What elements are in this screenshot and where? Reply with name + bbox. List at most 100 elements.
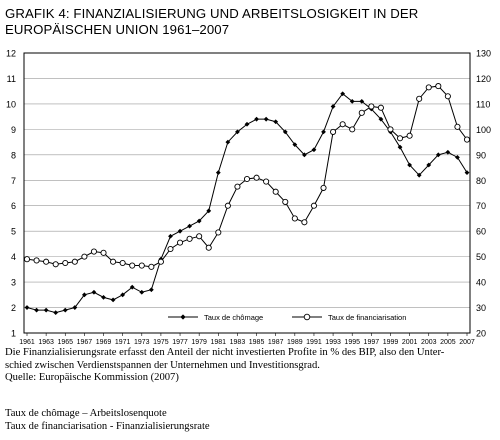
point-financiarisation [234,183,241,190]
x-tick-label: 1995 [344,339,360,345]
point-financiarisation [349,126,356,133]
chart-title: GRAFIK 4: FINANZIALISIERUNG UND ARBEITSL… [5,6,475,38]
point-chomage [91,289,97,295]
point-chomage [263,116,269,122]
point-financiarisation [119,259,126,267]
point-chomage [464,170,470,176]
point-financiarisation [224,202,231,209]
x-tick-label: 1983 [230,339,246,345]
y-right-tick-label: 50 [476,252,486,262]
point-chomage [426,162,432,168]
point-chomage [254,116,259,122]
point-financiarisation [110,258,117,265]
point-chomage [330,104,336,109]
y-right-tick-label: 110 [476,99,490,109]
x-tick-label: 1967 [77,339,93,345]
point-chomage [196,218,202,224]
point-financiarisation [253,174,260,181]
legend-label: Taux de financiarisation [328,313,406,322]
caption-line-1: Die Finanzialisierungsrate erfasst den A… [5,347,445,358]
point-chomage [215,170,221,176]
point-chomage [282,129,288,135]
point-chomage [407,162,413,168]
series-glossary: Taux de chômage – Arbeitslosenquote Taux… [5,408,497,433]
x-tick-label: 1999 [383,339,399,345]
x-tick-label: 1981 [211,339,227,345]
x-tick-label: 1963 [38,339,54,345]
line-chart: 1234567891011122030405060708090100110120… [6,49,491,346]
point-financiarisation [196,233,203,240]
point-financiarisation [435,83,442,90]
point-chomage [435,152,441,158]
x-tick-label: 1975 [153,339,169,345]
point-chomage [34,307,39,313]
point-financiarisation [282,198,289,205]
x-tick-label: 1971 [115,339,131,345]
point-chomage [43,307,49,313]
point-financiarisation [176,239,184,246]
y-right-tick-label: 120 [476,74,491,84]
y-right-tick-label: 80 [476,176,486,186]
point-chomage [129,284,135,290]
point-financiarisation [387,126,394,133]
series-layer [23,83,471,316]
point-financiarisation [62,259,69,267]
point-financiarisation [416,95,423,102]
y-left-tick-label: 3 [11,278,16,288]
x-tick-label: 2005 [440,339,456,345]
y-left-tick-label: 11 [7,74,16,84]
point-financiarisation [301,219,308,226]
point-financiarisation [406,132,413,139]
x-tick-label: 1973 [134,339,150,345]
x-tick-label: 1989 [287,339,303,345]
x-tick-label: 2003 [421,339,437,345]
y-right-tick-label: 30 [476,303,486,313]
point-chomage [72,305,78,310]
y-left-tick-label: 8 [11,150,16,160]
point-financiarisation [148,263,155,270]
point-financiarisation [243,175,251,183]
point-financiarisation [215,229,222,236]
point-financiarisation [52,261,59,268]
point-chomage [292,142,298,148]
chart-title-line-1: GRAFIK 4: FINANZIALISIERUNG UND ARBEITSL… [5,6,419,21]
point-chomage [273,119,279,125]
x-tick-label: 1993 [325,339,341,345]
plot-frame [23,52,471,334]
x-tick-label: 1985 [249,339,265,345]
x-tick-label: 1969 [96,339,112,345]
y-left-tick-label: 7 [11,176,16,186]
y-right-tick-label: 90 [476,150,486,160]
legend-marker-chomage [180,314,186,320]
point-financiarisation [129,262,136,269]
point-financiarisation [454,123,461,130]
point-financiarisation [463,136,471,143]
point-chomage [455,154,460,160]
y-right-tick-label: 60 [476,227,486,237]
y-right-tick-label: 130 [476,49,491,59]
point-financiarisation [157,258,164,265]
glossary-unemployment: Taux de chômage – Arbeitslosenquote [5,408,167,419]
point-chomage [53,310,59,316]
y-left-tick-label: 6 [11,201,16,211]
legend-label: Taux de chômage [204,313,263,322]
y-left-tick-label: 10 [6,99,16,109]
point-chomage [235,129,240,135]
point-financiarisation [263,178,270,185]
grid-lines [24,78,470,308]
point-financiarisation [23,256,31,263]
point-financiarisation [33,257,40,264]
point-chomage [62,307,68,313]
point-chomage [301,152,307,158]
point-financiarisation [81,253,88,260]
y-left-tick-label: 4 [11,252,16,262]
point-chomage [311,147,317,153]
glossary-financialisation: Taux de financiarisation - Finanzialisie… [5,420,210,432]
point-financiarisation [205,244,212,251]
point-financiarisation [138,262,145,269]
point-chomage [177,228,183,234]
point-chomage [148,287,154,293]
point-financiarisation [291,215,298,222]
y-left-tick-label: 1 [11,329,16,339]
point-financiarisation [320,184,327,191]
